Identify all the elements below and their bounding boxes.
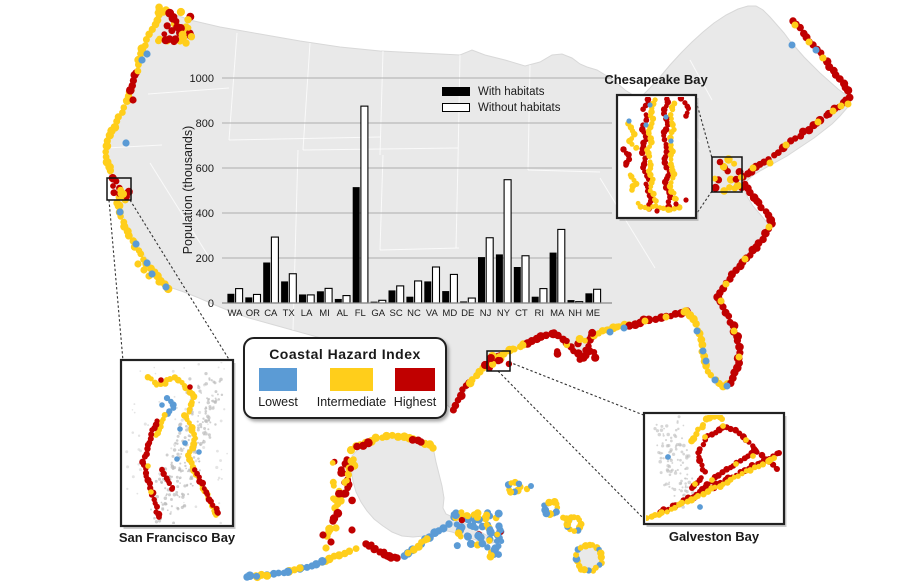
chesapeake-bay-label: Chesapeake Bay: [604, 72, 708, 87]
san-francisco-bay-label: San Francisco Bay: [118, 530, 236, 545]
chart-legend-without: Without habitats: [442, 101, 560, 114]
svg-text:600: 600: [196, 163, 214, 175]
zoom-box-chesapeake: [711, 156, 743, 193]
bar-with-OR: [245, 297, 253, 303]
bar-without-MA: [557, 228, 566, 304]
bar-with-MD: [442, 291, 450, 303]
bar-with-VA: [424, 281, 432, 303]
bar-without-OR: [252, 293, 262, 304]
bar-with-SC: [388, 290, 396, 303]
without-habitats-swatch-icon: [442, 103, 470, 112]
svg-text:ME: ME: [586, 308, 600, 319]
zoom-box-galveston: [486, 350, 511, 372]
svg-text:FL: FL: [355, 308, 366, 319]
hazard-index-legend: Coastal Hazard Index Lowest Intermediate…: [243, 337, 447, 419]
without-habitats-label: Without habitats: [478, 101, 561, 114]
bar-without-CT: [521, 255, 530, 304]
bar-with-NJ: [478, 257, 485, 303]
with-habitats-label: With habitats: [478, 85, 545, 98]
bar-with-MA: [549, 252, 557, 303]
svg-text:LA: LA: [301, 308, 313, 319]
zoom-box-sf: [106, 177, 132, 201]
svg-text:CT: CT: [515, 308, 528, 319]
bar-without-VA: [431, 266, 441, 304]
bar-with-NH: [567, 300, 575, 303]
bar-without-RI: [539, 288, 548, 304]
lowest-label: Lowest: [258, 395, 298, 409]
coastal-hazard-dots: [102, 3, 854, 582]
svg-text:OR: OR: [246, 308, 260, 319]
bar-without-DE: [467, 297, 476, 304]
intermediate-label: Intermediate: [316, 395, 387, 409]
svg-text:1000: 1000: [190, 73, 214, 85]
svg-text:200: 200: [196, 253, 214, 265]
svg-text:MD: MD: [442, 308, 457, 319]
svg-text:GA: GA: [371, 308, 385, 319]
svg-text:NY: NY: [497, 308, 511, 319]
svg-text:CA: CA: [264, 308, 278, 319]
highest-swatch-icon: [395, 368, 435, 391]
svg-text:400: 400: [196, 208, 214, 220]
hazard-legend-title: Coastal Hazard Index: [269, 346, 421, 362]
svg-text:MI: MI: [319, 308, 330, 319]
svg-text:TX: TX: [283, 308, 296, 319]
bar-without-MD: [449, 273, 458, 304]
bar-with-MI: [316, 291, 324, 303]
svg-text:WA: WA: [228, 308, 244, 319]
bar-without-NJ: [485, 237, 494, 304]
svg-text:DE: DE: [461, 308, 474, 319]
bar-with-CT: [513, 267, 521, 303]
bar-with-AL: [334, 298, 342, 303]
bar-with-TX: [281, 281, 289, 303]
svg-text:SC: SC: [389, 308, 402, 319]
map-zoom-boxes: [106, 156, 743, 372]
bar-with-LA: [299, 294, 306, 303]
bar-with-FL: [352, 187, 360, 303]
svg-text:0: 0: [208, 298, 214, 310]
bar-without-CA: [270, 236, 279, 304]
bar-without-MI: [324, 287, 333, 304]
bar-without-ME: [593, 288, 602, 304]
y-axis-title: Population (thousands): [181, 125, 195, 255]
svg-text:NH: NH: [568, 308, 582, 319]
bar-without-NY: [503, 179, 512, 304]
inset-maps: [119, 93, 787, 529]
population-bar-chart: 0 200 400 600 800 1000 WA OR CA TX LA MI AL FL GA SC NC V…: [190, 73, 612, 319]
svg-text:RI: RI: [535, 308, 545, 319]
bar-without-NC: [414, 280, 423, 304]
svg-text:NJ: NJ: [480, 308, 492, 319]
bar-with-GA: [370, 301, 378, 303]
with-habitats-swatch-icon: [442, 87, 470, 96]
svg-text:NC: NC: [407, 308, 421, 319]
bar-without-FL: [360, 105, 369, 304]
bar-with-RI: [531, 296, 539, 303]
svg-text:VA: VA: [426, 308, 439, 319]
bar-with-CA: [263, 262, 271, 303]
lowest-swatch-icon: [259, 368, 297, 391]
bar-with-NY: [495, 254, 503, 303]
chart-legend-with: With habitats: [442, 85, 560, 98]
bar-without-TX: [288, 273, 297, 304]
bar-with-DE: [460, 301, 468, 303]
svg-text:AL: AL: [337, 308, 349, 319]
chart-legend: With habitats Without habitats: [442, 85, 560, 117]
svg-text:MA: MA: [550, 308, 565, 319]
bar-without-WA: [235, 288, 244, 304]
galveston-bay-label: Galveston Bay: [668, 529, 760, 544]
bar-with-ME: [585, 293, 593, 303]
intermediate-swatch-icon: [330, 368, 373, 391]
bar-without-LA: [306, 294, 315, 304]
highest-label: Highest: [393, 395, 437, 409]
bar-with-WA: [227, 293, 235, 303]
bar-without-SC: [396, 285, 405, 304]
svg-text:800: 800: [196, 118, 214, 130]
bar-without-AL: [342, 295, 351, 304]
bar-with-NC: [406, 296, 414, 303]
